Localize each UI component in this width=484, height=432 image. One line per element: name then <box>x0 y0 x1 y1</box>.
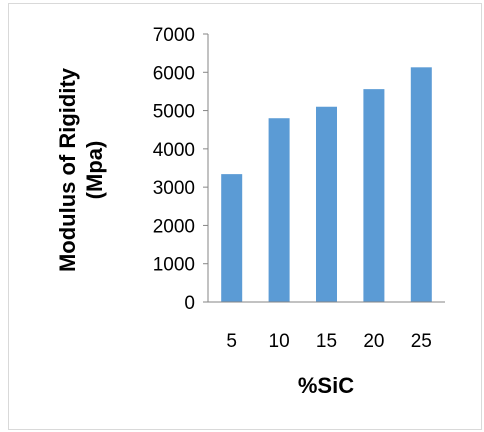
x-tick-label: 20 <box>363 331 384 352</box>
y-tick-label: 0 <box>184 293 195 314</box>
bar-10 <box>268 118 290 302</box>
x-tick-label: 5 <box>226 331 237 352</box>
x-tick-label: 15 <box>316 331 337 352</box>
y-tick-label: 4000 <box>153 140 195 161</box>
x-axis-title: %SiC <box>298 373 354 398</box>
y-tick-label: 5000 <box>153 102 195 123</box>
y-tick-label: 3000 <box>153 178 195 199</box>
y-tick-label: 2000 <box>153 216 195 237</box>
bar-5 <box>221 174 243 302</box>
x-tick-label: 10 <box>269 331 290 352</box>
y-tick-label: 1000 <box>153 255 195 276</box>
chart-frame <box>8 3 482 430</box>
bar-20 <box>363 89 385 302</box>
bar-15 <box>316 106 337 302</box>
bar-25 <box>410 67 432 303</box>
x-tick-label: 25 <box>411 331 432 352</box>
y-axis-title: Modulus of Rigidity (Mpa) <box>55 67 107 272</box>
y-tick-label: 6000 <box>153 63 195 84</box>
y-axis-title-line2: (Mpa) <box>82 141 107 200</box>
y-tick-label: 7000 <box>153 25 195 46</box>
y-axis-title-line1: Modulus of Rigidity <box>55 67 80 272</box>
